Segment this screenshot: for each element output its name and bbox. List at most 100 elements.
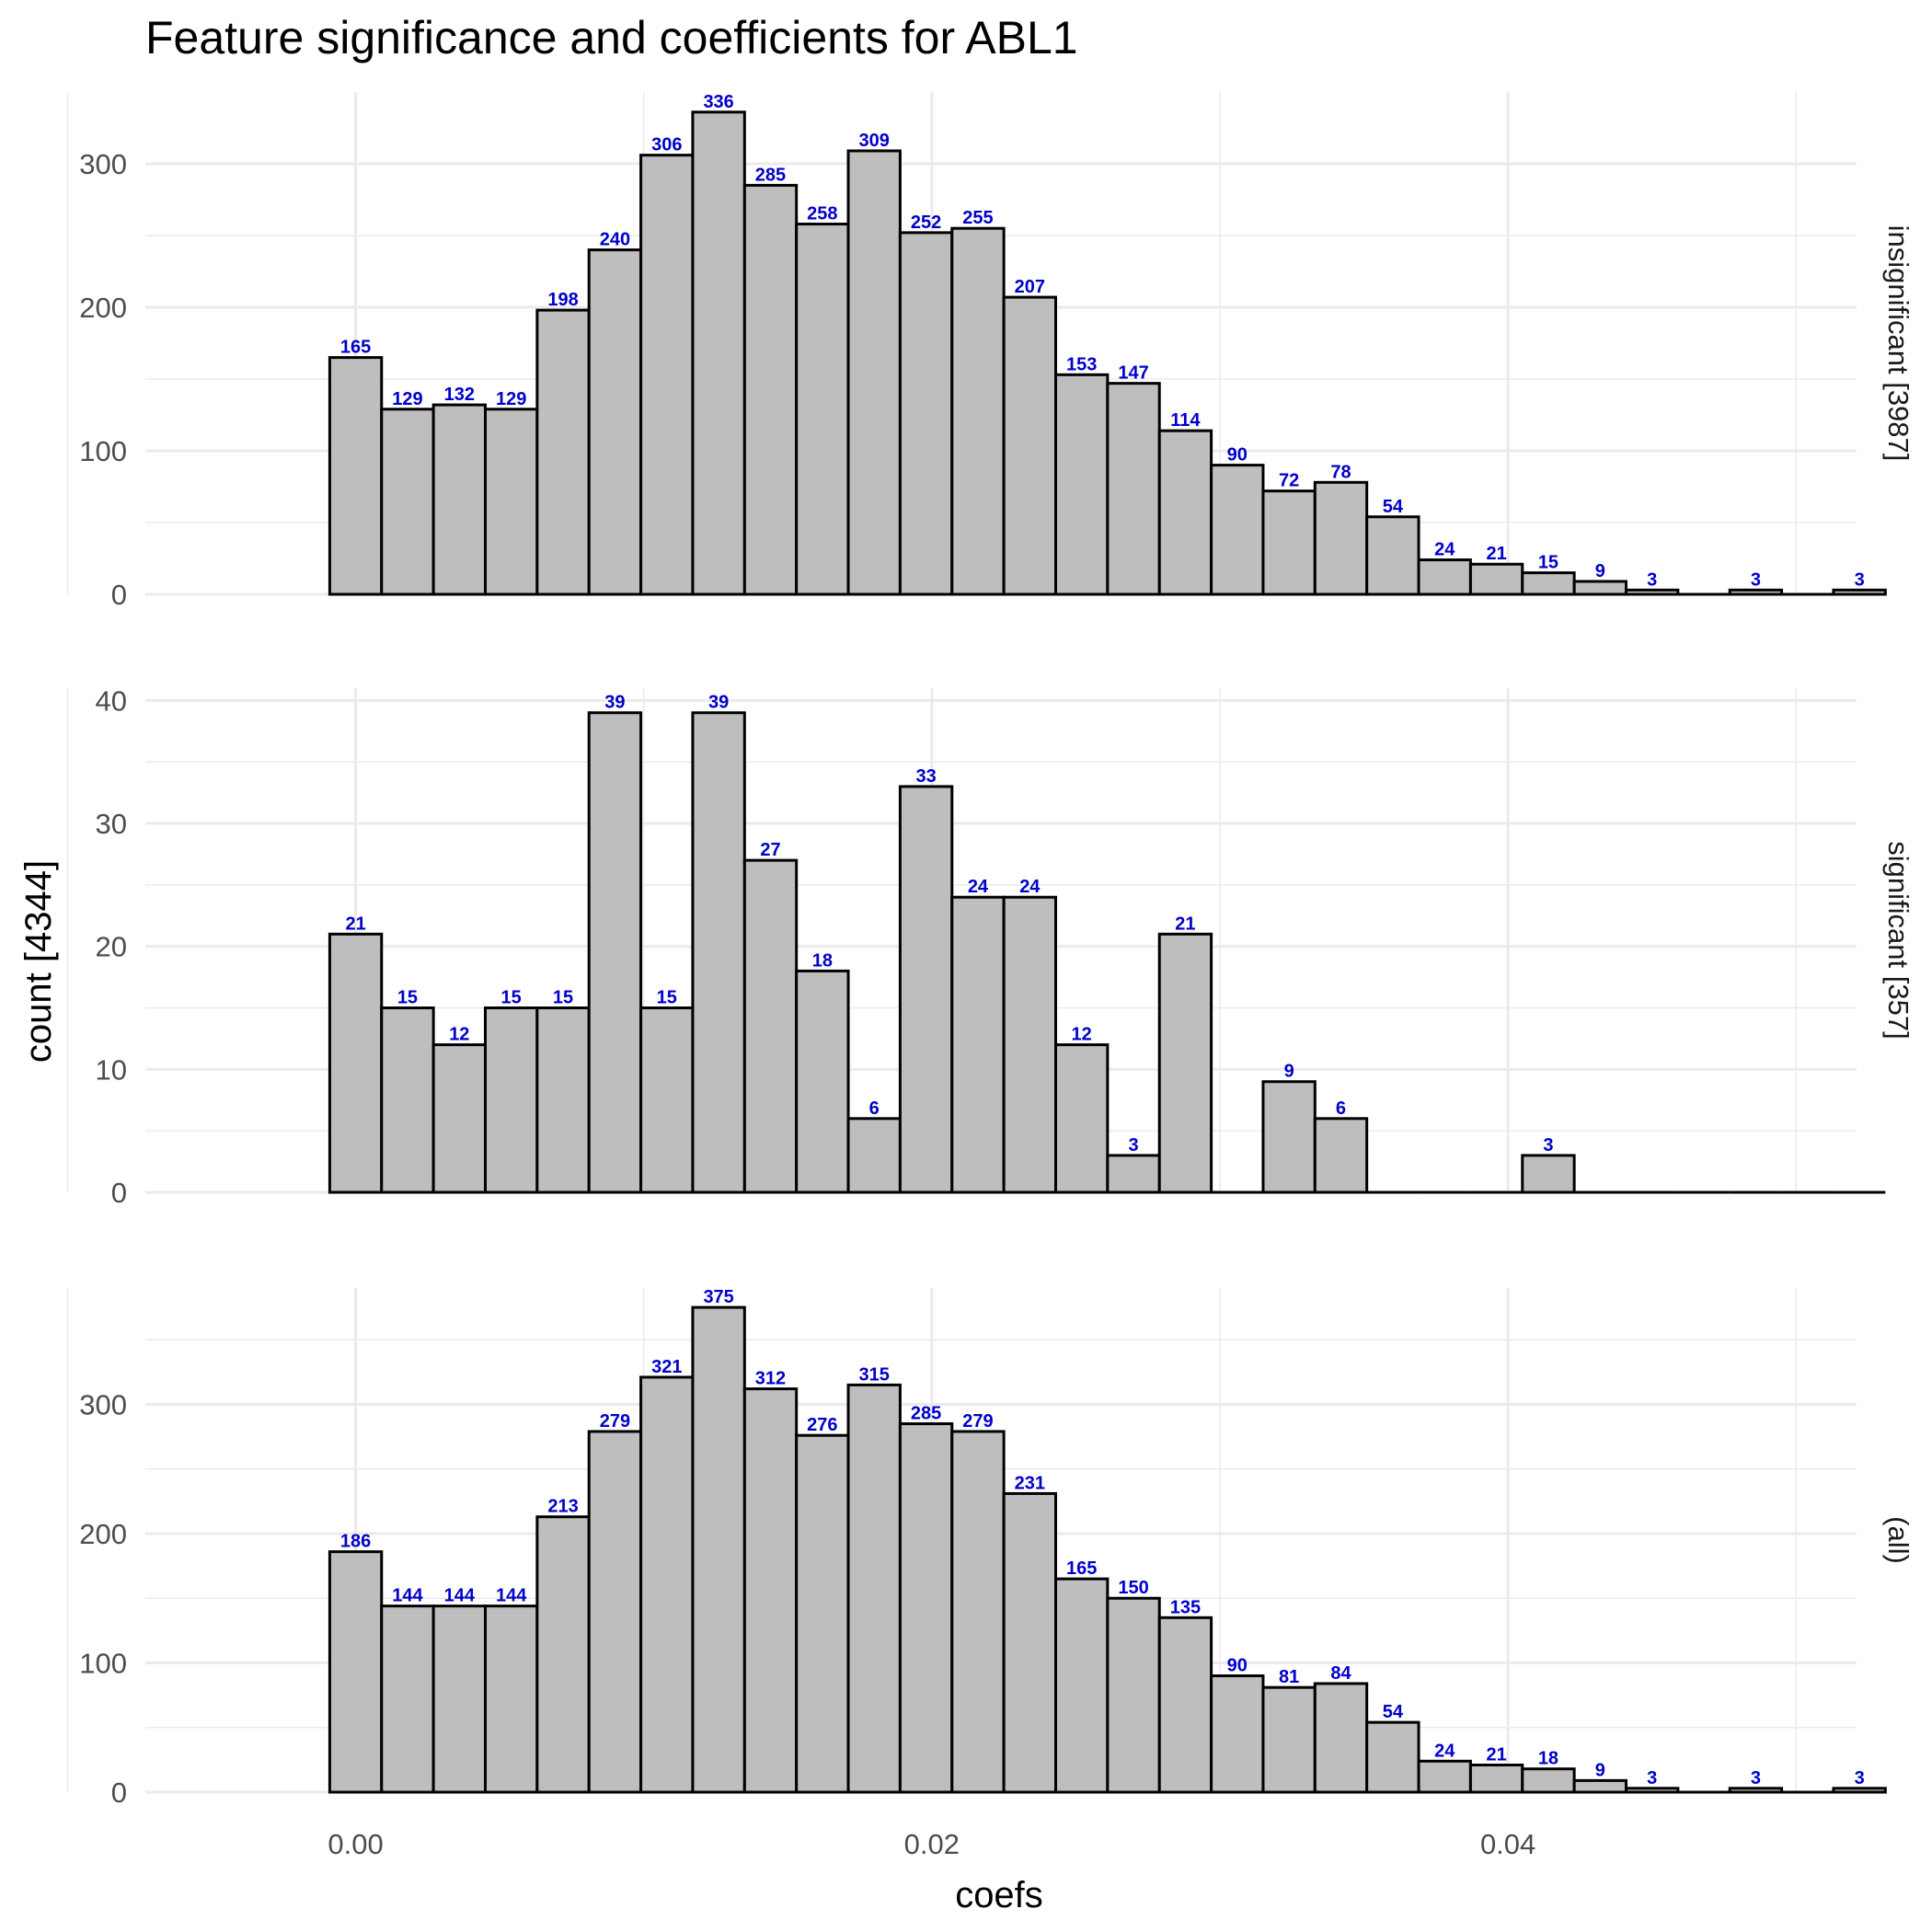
bar-count-label: 24 [1434, 1741, 1455, 1761]
histogram-bar [1157, 932, 1213, 1194]
histogram-bar [483, 1006, 539, 1194]
histogram-bar [1106, 1154, 1161, 1194]
histogram-bar [535, 308, 591, 596]
bar-count-label: 312 [755, 1369, 786, 1389]
bar-count-label: 231 [1015, 1473, 1045, 1493]
bar-count-label: 129 [392, 389, 422, 409]
histogram-bar [1365, 515, 1420, 596]
histogram-bar [1106, 382, 1161, 596]
histogram-bar [639, 1006, 695, 1194]
histogram-bar [1832, 588, 1887, 596]
bar-count-label: 12 [449, 1025, 469, 1045]
bar-count-label: 3 [1751, 1768, 1761, 1788]
histogram-bar [795, 1433, 850, 1794]
histogram-bar [431, 1043, 487, 1194]
bar-count-label: 15 [657, 988, 677, 1008]
histogram-bar [1572, 1778, 1627, 1794]
bar-count-label: 90 [1227, 445, 1248, 466]
histogram-bar [587, 711, 643, 1194]
bar-count-label: 15 [397, 988, 418, 1008]
histogram-bar [1521, 1767, 1576, 1794]
bar-count-label: 186 [340, 1532, 371, 1552]
bar-count-label: 54 [1383, 1702, 1404, 1722]
y-tick-label: 200 [79, 1518, 127, 1550]
bar-count-label: 165 [340, 338, 371, 358]
bar-count-label: 285 [911, 1404, 941, 1424]
histogram-bar [950, 1430, 1006, 1794]
y-tick-label: 0 [111, 1177, 127, 1209]
histogram-bar [1210, 464, 1265, 596]
bar-count-label: 3 [1543, 1135, 1553, 1156]
histogram-bar [1053, 1577, 1110, 1794]
bar-count-label: 39 [604, 693, 625, 713]
histogram-bar [691, 110, 746, 596]
x-tick-label: 0.04 [1480, 1828, 1535, 1860]
y-tick-label: 100 [79, 1647, 127, 1679]
bar-count-label: 90 [1227, 1656, 1248, 1676]
bar-count-label: 198 [547, 290, 578, 310]
bar-count-label: 84 [1330, 1663, 1351, 1684]
histogram-bar [431, 1604, 487, 1794]
bar-count-label: 252 [911, 213, 941, 233]
x-axis-title: coefs [955, 1875, 1043, 1915]
histogram-bar [1157, 1616, 1213, 1794]
bar-count-label: 15 [553, 988, 573, 1008]
histogram-bar [1053, 1043, 1110, 1194]
bar-count-label: 9 [1284, 1062, 1294, 1082]
bar-count-label: 15 [501, 988, 522, 1008]
bar-count-label: 315 [859, 1364, 890, 1385]
histogram-bar [1002, 895, 1057, 1194]
histogram-bar [535, 1515, 591, 1794]
histogram-bar [639, 1375, 695, 1794]
bar-count-label: 9 [1595, 561, 1605, 581]
bar-count-label: 144 [444, 1586, 476, 1606]
histogram-bar [1106, 1596, 1161, 1794]
x-tick-label: 0.02 [904, 1828, 960, 1860]
histogram-bar [1832, 1787, 1887, 1794]
histogram-bar [846, 149, 902, 596]
histogram-bar [328, 932, 384, 1194]
bar-count-label: 3 [1128, 1135, 1138, 1156]
bar-count-label: 240 [600, 230, 630, 250]
histogram-bar [483, 408, 539, 596]
y-tick-label: 300 [79, 148, 127, 180]
histogram-bar [1468, 562, 1524, 596]
bar-count-label: 129 [496, 389, 526, 409]
histogram-bar [1521, 571, 1576, 596]
histogram-bar [1624, 1787, 1680, 1794]
y-tick-label: 30 [96, 808, 127, 840]
bar-count-label: 18 [812, 950, 833, 971]
y-axis-title: count [4344] [18, 860, 59, 1063]
bar-count-label: 24 [1434, 540, 1455, 560]
bar-count-label: 336 [703, 92, 733, 112]
histogram-bar [898, 785, 954, 1194]
facet-strip-label: (all) [1882, 1516, 1915, 1564]
bar-count-label: 306 [651, 135, 682, 155]
bar-count-label: 27 [760, 840, 780, 860]
y-tick-label: 20 [96, 931, 127, 963]
bar-count-label: 213 [547, 1497, 578, 1517]
bar-count-label: 135 [1170, 1597, 1201, 1617]
bar-count-label: 54 [1383, 497, 1404, 517]
bar-count-label: 21 [1486, 1744, 1506, 1765]
bar-count-label: 21 [1175, 914, 1195, 934]
bar-count-label: 114 [1170, 410, 1201, 431]
bar-count-label: 309 [859, 131, 890, 151]
panel-1: 0 100 200 300 165 129 132 129 198 240 306 336 285 258… [66, 92, 1915, 611]
histogram-bar [898, 231, 954, 596]
y-tick-label: 0 [111, 579, 127, 611]
chart-title: Feature significance and coefficients fo… [145, 12, 1078, 63]
histogram-bar [898, 1422, 954, 1794]
bar-count-label: 321 [651, 1357, 682, 1377]
histogram-bar [1261, 489, 1317, 596]
histogram-bar [1728, 588, 1784, 596]
histogram-bar [846, 1117, 902, 1194]
histogram-bar [535, 1006, 591, 1194]
histogram-bar [1261, 1080, 1317, 1194]
histogram-bar [846, 1383, 902, 1794]
bar-count-label: 165 [1066, 1558, 1097, 1579]
